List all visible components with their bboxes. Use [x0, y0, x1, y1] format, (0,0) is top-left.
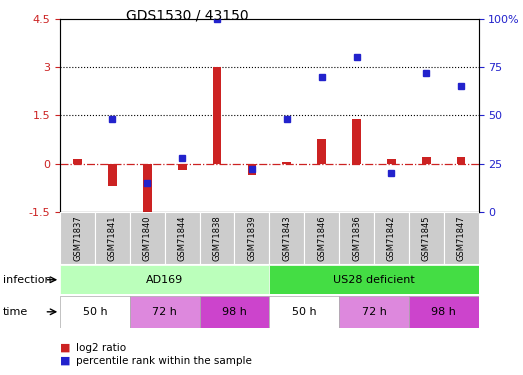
- Text: 98 h: 98 h: [431, 307, 456, 317]
- Text: GSM71841: GSM71841: [108, 215, 117, 261]
- FancyBboxPatch shape: [339, 212, 374, 264]
- Bar: [108, 164, 117, 186]
- Bar: [387, 159, 396, 164]
- Bar: [282, 162, 291, 164]
- Text: GSM71840: GSM71840: [143, 215, 152, 261]
- Text: GSM71842: GSM71842: [387, 215, 396, 261]
- Text: ■: ■: [60, 356, 71, 366]
- Text: percentile rank within the sample: percentile rank within the sample: [76, 356, 252, 366]
- Bar: [409, 296, 479, 328]
- Text: GSM71837: GSM71837: [73, 215, 82, 261]
- Text: 50 h: 50 h: [83, 307, 107, 317]
- Bar: [247, 164, 256, 175]
- Bar: [200, 296, 269, 328]
- FancyBboxPatch shape: [95, 212, 130, 264]
- Bar: [422, 157, 430, 164]
- Text: GDS1530 / 43150: GDS1530 / 43150: [126, 8, 248, 22]
- Bar: [60, 296, 130, 328]
- FancyBboxPatch shape: [304, 212, 339, 264]
- Text: GSM71845: GSM71845: [422, 215, 431, 261]
- FancyBboxPatch shape: [234, 212, 269, 264]
- Text: GSM71846: GSM71846: [317, 215, 326, 261]
- FancyBboxPatch shape: [130, 212, 165, 264]
- Text: US28 deficient: US28 deficient: [333, 275, 415, 285]
- Bar: [352, 118, 361, 164]
- Text: log2 ratio: log2 ratio: [76, 343, 126, 353]
- FancyBboxPatch shape: [165, 212, 200, 264]
- Text: 72 h: 72 h: [152, 307, 177, 317]
- Bar: [457, 157, 465, 164]
- Bar: [178, 164, 187, 170]
- Bar: [73, 159, 82, 164]
- Text: 72 h: 72 h: [361, 307, 386, 317]
- FancyBboxPatch shape: [200, 212, 234, 264]
- Text: 50 h: 50 h: [292, 307, 316, 317]
- FancyBboxPatch shape: [60, 212, 95, 264]
- Text: 98 h: 98 h: [222, 307, 247, 317]
- FancyBboxPatch shape: [444, 212, 479, 264]
- Text: GSM71836: GSM71836: [352, 215, 361, 261]
- Text: AD169: AD169: [146, 275, 184, 285]
- Text: GSM71844: GSM71844: [178, 215, 187, 261]
- Text: GSM71838: GSM71838: [212, 215, 222, 261]
- Text: time: time: [3, 307, 28, 317]
- FancyBboxPatch shape: [374, 212, 409, 264]
- Bar: [269, 296, 339, 328]
- Bar: [339, 296, 409, 328]
- Bar: [213, 67, 221, 164]
- Text: GSM71843: GSM71843: [282, 215, 291, 261]
- Text: GSM71847: GSM71847: [457, 215, 465, 261]
- FancyBboxPatch shape: [269, 212, 304, 264]
- Bar: [317, 140, 326, 164]
- Text: ■: ■: [60, 343, 71, 353]
- Bar: [143, 164, 152, 213]
- Bar: [60, 265, 269, 294]
- Bar: [269, 265, 479, 294]
- Text: GSM71839: GSM71839: [247, 215, 256, 261]
- Bar: [130, 296, 200, 328]
- FancyBboxPatch shape: [409, 212, 444, 264]
- Text: infection: infection: [3, 275, 51, 285]
